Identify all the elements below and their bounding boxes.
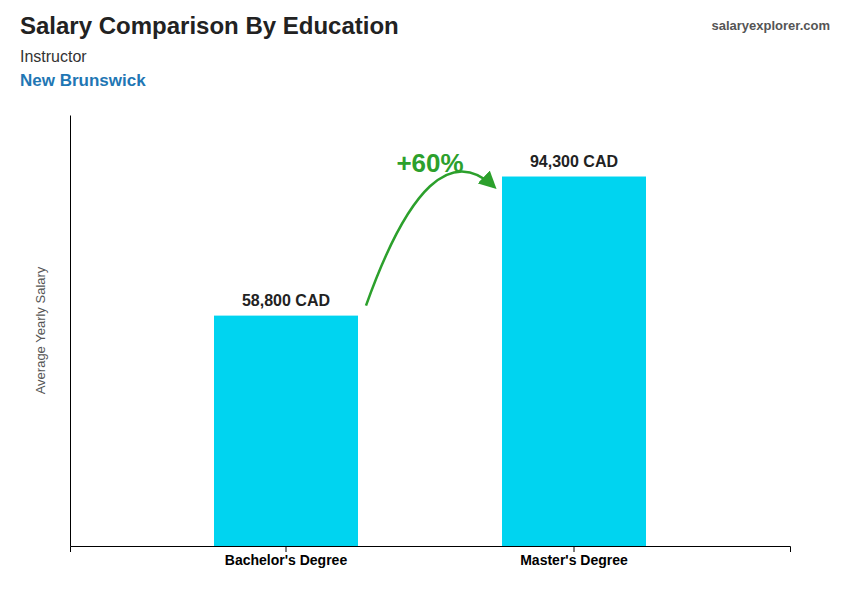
bar [502,177,646,546]
subtitle: Instructor [20,48,87,65]
change-label: +60% [396,148,463,178]
subtitle: New Brunswick [20,71,146,90]
x-tick-label: Master's Degree [520,552,628,568]
source: salaryexplorer.com [711,18,830,33]
x-tick: Bachelor's Degree [225,546,348,568]
x-axis: Bachelor's Degree Master's Degree [71,546,791,568]
change-arrow [366,171,494,305]
y-axis [70,116,71,547]
x-axis-line [71,547,791,553]
y-axis-title: Average Yearly Salary [33,266,48,394]
y-axis-line [70,116,71,547]
data-label: 58,800 CAD [242,292,330,309]
x-tick: Master's Degree [520,546,628,568]
data-label: 94,300 CAD [530,153,618,170]
title: Salary Comparison By Education [20,12,399,39]
chart: Salary Comparison By Education Instructor… [0,0,850,606]
plot: Bachelor's Degree Master's Degree Average … [33,116,791,568]
bar [214,316,358,546]
x-tick-label: Bachelor's Degree [225,552,348,568]
bars [214,177,646,546]
